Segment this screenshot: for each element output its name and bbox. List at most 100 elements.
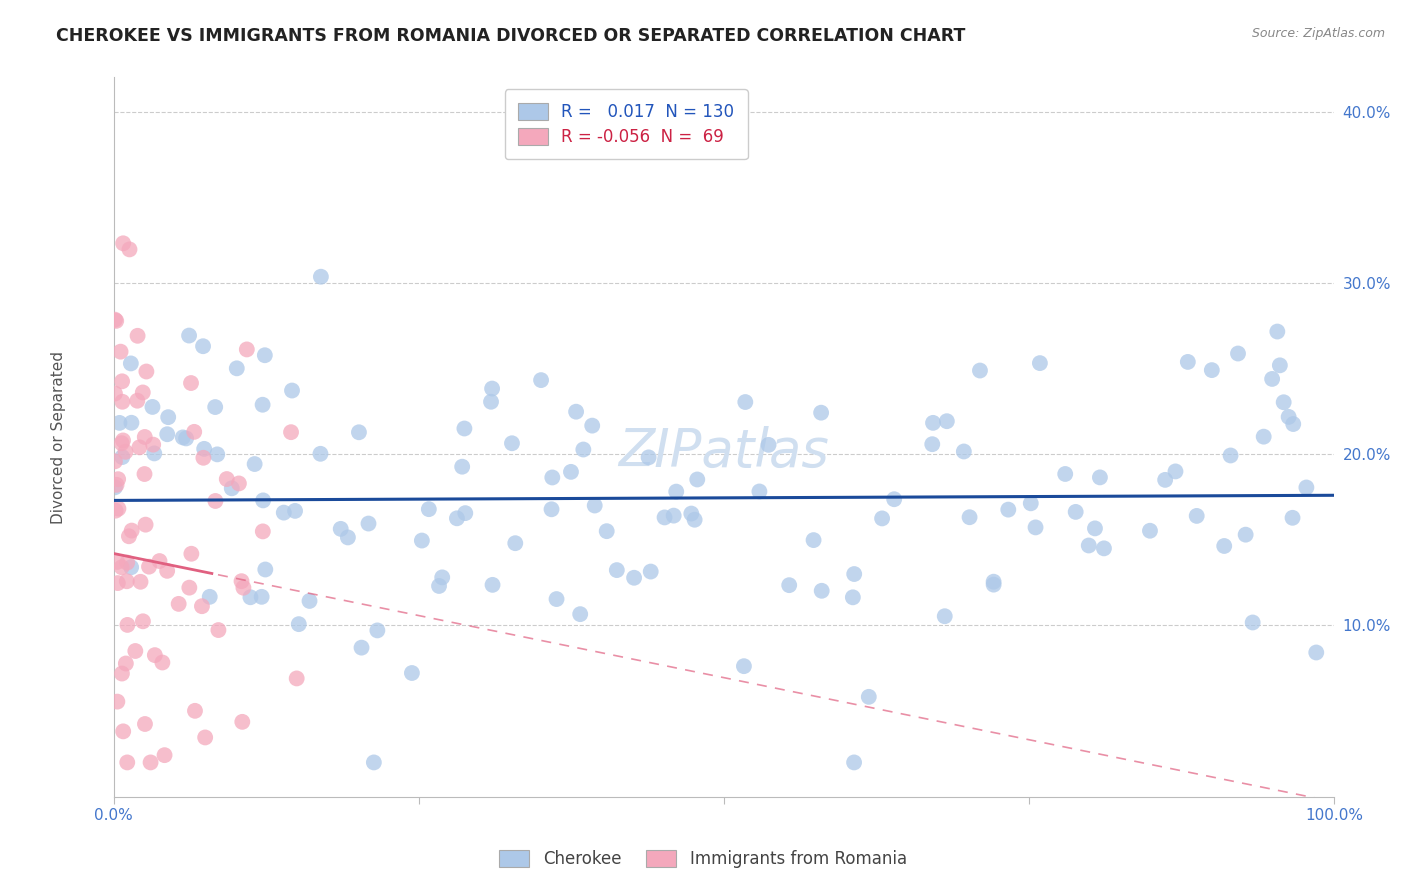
Point	[239, 591, 262, 605]
Point	[179, 581, 201, 595]
Point	[108, 416, 131, 430]
Point	[583, 499, 606, 513]
Point	[778, 578, 800, 592]
Point	[104, 480, 127, 494]
Point	[112, 724, 135, 739]
Point	[1077, 539, 1099, 553]
Point	[1054, 467, 1077, 481]
Point	[366, 624, 388, 638]
Point	[110, 344, 132, 359]
Point	[111, 434, 134, 448]
Point	[215, 472, 238, 486]
Point	[124, 644, 146, 658]
Point	[983, 574, 1005, 589]
Point	[127, 328, 149, 343]
Point	[111, 394, 134, 409]
Point	[734, 395, 756, 409]
Point	[105, 555, 128, 569]
Point	[250, 590, 273, 604]
Point	[883, 492, 905, 507]
Point	[997, 502, 1019, 516]
Point	[194, 731, 217, 745]
Point	[111, 436, 134, 450]
Point	[1272, 395, 1295, 409]
Point	[105, 478, 128, 492]
Point	[1261, 372, 1284, 386]
Point	[934, 609, 956, 624]
Point	[104, 454, 127, 468]
Point	[134, 717, 156, 731]
Point	[1084, 521, 1107, 535]
Point	[193, 450, 215, 465]
Point	[231, 714, 253, 729]
Point	[1025, 520, 1047, 534]
Point	[252, 524, 274, 539]
Point	[191, 599, 214, 614]
Point	[1185, 508, 1208, 523]
Point	[284, 504, 307, 518]
Point	[111, 374, 134, 388]
Point	[111, 450, 134, 464]
Point	[252, 398, 274, 412]
Point	[540, 502, 562, 516]
Point	[232, 581, 254, 595]
Point	[198, 590, 221, 604]
Point	[959, 510, 981, 524]
Point	[347, 425, 370, 440]
Point	[1278, 409, 1301, 424]
Point	[107, 576, 129, 591]
Point	[432, 570, 454, 584]
Point	[207, 623, 229, 637]
Point	[336, 530, 359, 544]
Point	[541, 470, 564, 484]
Point	[167, 597, 190, 611]
Point	[252, 493, 274, 508]
Point	[810, 406, 832, 420]
Point	[546, 592, 568, 607]
Point	[105, 695, 128, 709]
Point	[117, 756, 139, 770]
Point	[411, 533, 433, 548]
Point	[184, 704, 207, 718]
Point	[139, 756, 162, 770]
Point	[138, 559, 160, 574]
Point	[1154, 473, 1177, 487]
Point	[298, 594, 321, 608]
Point	[118, 529, 141, 543]
Point	[581, 418, 603, 433]
Point	[983, 577, 1005, 591]
Point	[454, 506, 477, 520]
Point	[1088, 470, 1111, 484]
Point	[481, 382, 503, 396]
Point	[104, 312, 127, 326]
Point	[134, 430, 156, 444]
Text: CHEROKEE VS IMMIGRANTS FROM ROMANIA DIVORCED OR SEPARATED CORRELATION CHART: CHEROKEE VS IMMIGRANTS FROM ROMANIA DIVO…	[56, 27, 966, 45]
Point	[153, 748, 176, 763]
Point	[969, 363, 991, 377]
Text: ZIPatlas: ZIPatlas	[619, 425, 830, 477]
Point	[143, 648, 166, 662]
Point	[565, 405, 588, 419]
Point	[733, 659, 755, 673]
Point	[127, 393, 149, 408]
Point	[329, 522, 352, 536]
Point	[681, 507, 703, 521]
Point	[935, 414, 957, 428]
Point	[180, 547, 202, 561]
Point	[114, 445, 136, 459]
Point	[183, 425, 205, 439]
Point	[1177, 355, 1199, 369]
Point	[363, 756, 385, 770]
Point	[654, 510, 676, 524]
Point	[503, 536, 526, 550]
Point	[253, 348, 276, 362]
Point	[254, 562, 277, 576]
Point	[236, 343, 259, 357]
Point	[107, 501, 129, 516]
Point	[453, 421, 475, 435]
Point	[281, 384, 304, 398]
Point	[637, 450, 659, 465]
Point	[117, 618, 139, 632]
Point	[858, 690, 880, 704]
Point	[204, 400, 226, 414]
